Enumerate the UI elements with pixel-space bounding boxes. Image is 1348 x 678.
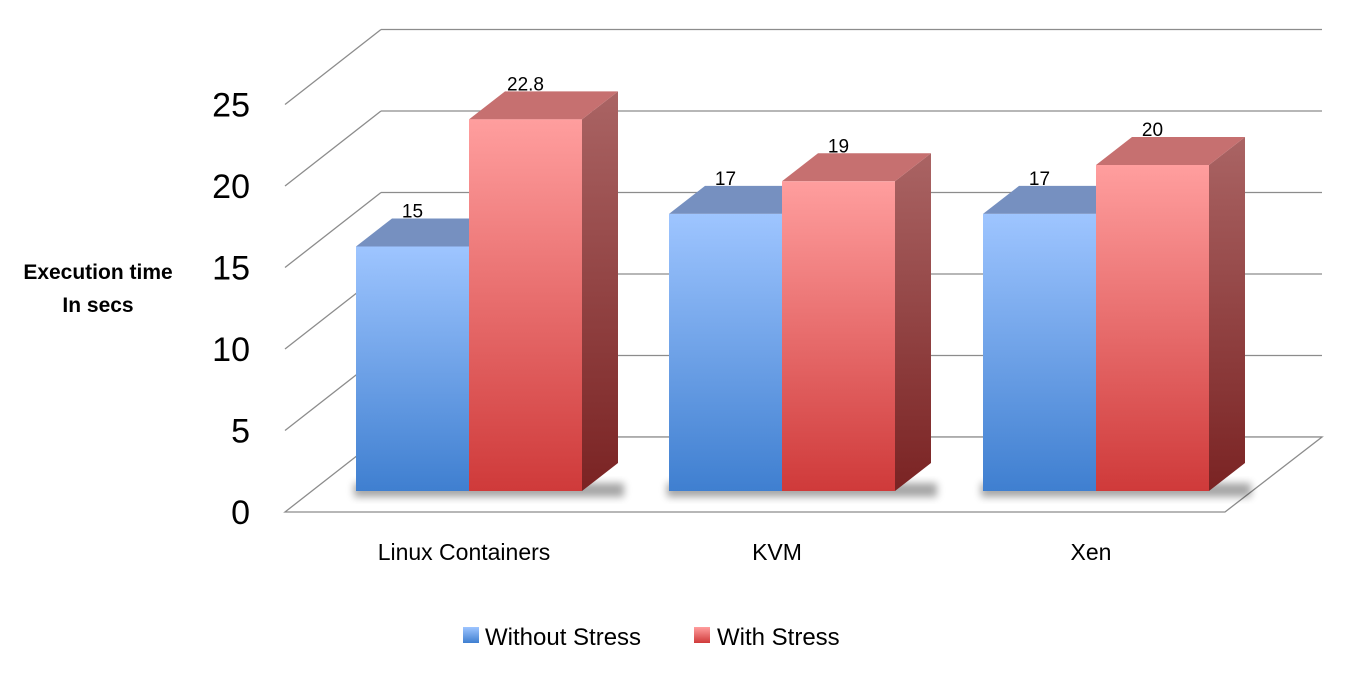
bar-top — [983, 185, 1132, 214]
y-tick-label-15: 15 — [212, 250, 250, 288]
bar-front — [983, 213, 1096, 491]
data-label-with-stress-xen: 20 — [1142, 120, 1163, 141]
legend: Without Stress With Stress — [463, 624, 840, 651]
bar-top — [469, 91, 618, 120]
legend-item-without-stress: Without Stress — [463, 624, 641, 651]
legend-label-without-stress: Without Stress — [485, 624, 641, 651]
legend-label-with-stress: With Stress — [717, 624, 840, 651]
bar-with-stress-xen — [1096, 137, 1245, 491]
gridline-wall-25 — [284, 28, 382, 106]
gridline-wall-20 — [284, 110, 382, 187]
y-axis-title-line-1: Execution time — [23, 261, 172, 284]
category-label-xen: Xen — [1071, 539, 1112, 565]
legend-swatch-with-stress — [694, 627, 710, 643]
category-labels: Linux Containers KVM Xen — [378, 539, 1112, 565]
bar-top — [782, 153, 931, 182]
bar-front — [469, 119, 582, 492]
y-tick-label-0: 0 — [231, 494, 250, 532]
legend-swatch-without-stress — [463, 627, 479, 643]
bar-top — [356, 218, 505, 247]
bar-with-stress-kvm — [782, 153, 931, 492]
data-label-without-stress-xen: 17 — [1029, 169, 1050, 190]
bar-front — [782, 181, 895, 492]
category-label-linux-containers: Linux Containers — [378, 539, 551, 565]
bar-side — [895, 153, 931, 492]
y-axis-title-line-2: In secs — [62, 294, 133, 317]
bar-front — [1096, 165, 1209, 491]
y-tick-label-5: 5 — [231, 413, 250, 451]
y-axis-title: Execution time In secs — [23, 261, 172, 317]
bar-side — [582, 91, 618, 492]
bars — [354, 91, 1251, 497]
gridline-wall-15 — [284, 191, 382, 269]
y-axis: 0 5 10 15 20 25 — [212, 87, 250, 533]
data-label-with-stress-kvm: 19 — [828, 136, 849, 157]
legend-item-with-stress: With Stress — [694, 624, 840, 651]
data-label-with-stress-linux-containers: 22.8 — [507, 74, 544, 95]
y-tick-label-25: 25 — [212, 87, 250, 125]
bar-front — [669, 213, 782, 491]
category-label-kvm: KVM — [752, 539, 802, 565]
bar-top — [669, 185, 818, 214]
y-tick-label-20: 20 — [212, 168, 250, 206]
bar-front — [356, 246, 469, 491]
y-tick-label-10: 10 — [212, 331, 250, 369]
data-label-without-stress-kvm: 17 — [715, 169, 736, 190]
data-label-without-stress-linux-containers: 15 — [402, 202, 423, 223]
bar-top — [1096, 137, 1245, 165]
data-labels: 15 22.8 17 19 17 20 — [402, 74, 1163, 222]
bar-with-stress-linux-containers — [469, 91, 618, 492]
bar-side — [1209, 137, 1245, 491]
